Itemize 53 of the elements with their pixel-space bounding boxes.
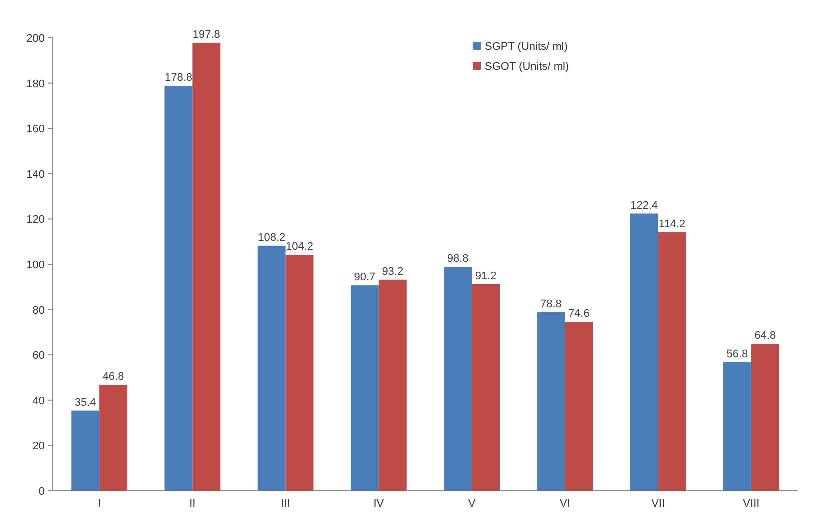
bar [351,286,379,491]
bar [378,280,407,491]
x-tick-label: III [281,498,290,510]
data-label: 98.8 [447,253,469,266]
bar [751,344,780,491]
y-tick-label: 180 [26,78,45,90]
data-label: 74.6 [568,308,590,320]
bar [164,86,193,491]
bar [565,322,594,491]
bar [72,410,100,491]
data-label: 56.8 [726,348,748,360]
data-label: 35.4 [74,396,96,409]
data-label: 104.2 [286,240,314,253]
data-label: 122.4 [630,200,658,212]
y-tick-label: 140 [26,168,45,181]
y-tick-label: 60 [32,350,45,362]
bar [630,214,658,491]
y-tick-label: 200 [26,33,45,45]
x-tick-label: I [98,498,102,510]
x-tick-label: VII [652,498,666,510]
data-label: 114.2 [658,218,686,230]
data-label: 197.8 [192,28,220,41]
y-tick-label: 0 [38,486,45,498]
y-tick-label: 160 [26,124,45,136]
y-tick-label: 100 [26,260,45,272]
bar [286,254,314,491]
data-label: 108.2 [258,232,286,244]
data-label: 46.8 [102,371,124,383]
x-tick-label: IV [374,498,385,510]
y-tick-label: 20 [32,440,45,453]
bar [444,267,472,491]
data-label: 93.2 [382,266,404,278]
bar [192,42,221,491]
x-tick-label: II [190,498,196,510]
data-label: 78.8 [540,298,562,311]
bar [472,284,500,491]
data-label: 91.2 [475,270,497,282]
y-tick-label: 80 [32,304,45,317]
bar [658,232,686,491]
legend-label: SGPT (Units/ ml) [485,41,568,53]
x-tick-label: VI [560,498,570,510]
x-tick-label: VIII [743,498,760,510]
data-label: 90.7 [354,272,376,284]
y-tick-label: 120 [26,214,45,226]
bar [724,362,752,491]
bar [537,312,566,491]
legend-label: SGOT (Units/ ml) [485,61,570,73]
bar [100,385,128,491]
data-label: 64.8 [754,330,776,342]
y-tick-label: 40 [32,395,45,408]
x-tick-label: V [468,498,476,510]
bar [258,246,286,491]
data-label: 178.8 [164,72,192,84]
